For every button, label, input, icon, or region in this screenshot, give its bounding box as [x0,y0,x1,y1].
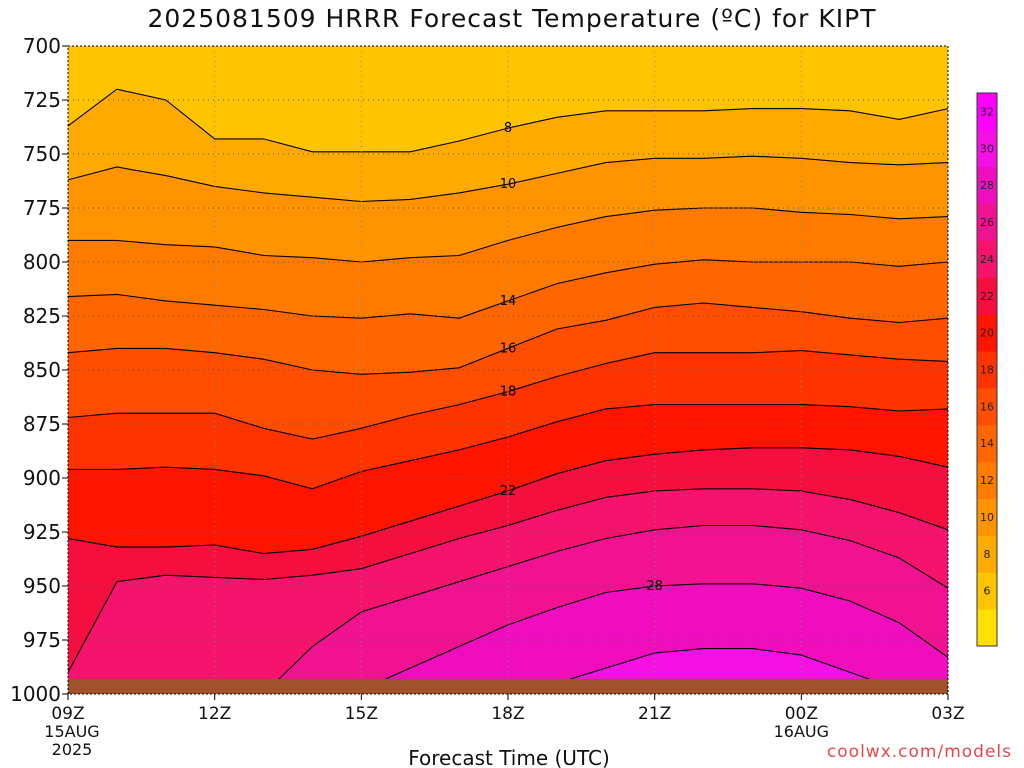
colorbar-label-8: 8 [984,548,991,561]
colorbar-label-24: 24 [980,253,994,266]
isotherm-8 [67,88,949,153]
y-tick-label-800: 800 [23,250,61,274]
colorbar-swatch-2 [977,535,997,573]
colorbar-label-12: 12 [980,474,994,487]
y-tick-label-750: 750 [23,142,61,166]
colorbar-swatch-13 [977,129,997,168]
x-axis-title: Forecast Time (UTC) [408,746,610,768]
y-tick-label-700: 700 [23,34,61,58]
colorbar-label-10: 10 [980,511,994,524]
x-sublabel-09Z-1: 2025 [52,740,93,759]
y-tick-label-725: 725 [23,88,61,112]
x-tick-label-03Z: 03Z [931,704,964,724]
x-tick-label-12Z: 12Z [198,704,231,724]
colorbar-label-26: 26 [980,216,994,229]
colorbar-swatch-11 [977,203,997,241]
isotherm-label-18: 18 [500,385,517,400]
y-tick-label-850: 850 [23,358,61,382]
colorbar-frame [976,92,998,647]
isotherm-label-10: 10 [500,177,517,192]
colorbar-label-18: 18 [980,364,994,377]
colorbar-label-22: 22 [980,290,994,303]
isotherm-label-8: 8 [504,121,512,136]
colorbar-swatch-1 [977,572,997,610]
y-tick-label-975: 975 [23,628,61,652]
ground-layer [68,678,948,694]
colorbar-label-16: 16 [980,400,994,413]
colorbar-label-6: 6 [984,585,991,598]
isotherm-label-16: 16 [500,341,517,356]
colorbar-swatch-0 [977,609,997,647]
colorbar: 6 8 10 12 14 16 18 20 22 24 26 28 30 32 [976,92,998,647]
isotherm-labels: 8 10 14 16 18 22 28 [500,121,663,594]
isotherm-label-14: 14 [500,294,517,309]
colorbar-label-30: 30 [980,142,994,155]
isotherm-label-22: 22 [500,484,517,499]
y-tick-label-900: 900 [23,466,61,490]
colorbar-label-28: 28 [980,179,994,192]
colorbar-swatch-10 [977,240,997,278]
x-sublabel-09Z-0: 15AUG [44,722,99,741]
colorbar-label-20: 20 [980,327,994,340]
ground-strip [68,678,948,694]
isotherm-label-28: 28 [646,579,663,594]
y-axis: 700 725 750 775 800 825 850 875 900 925 950 975 1000 [10,34,68,706]
isotherm-30 [507,648,900,695]
colorbar-label-32: 32 [980,105,994,118]
colorbar-swatch-14 [977,93,997,131]
x-tick-label-21Z: 21Z [638,704,671,724]
chart-title: 2025081509 HRRR Forecast Temperature (ºC… [147,4,877,33]
colorbar-swatch-7 [977,351,997,389]
colorbar-label-14: 14 [980,437,994,450]
colorbar-swatch-3 [977,498,997,536]
y-tick-label-775: 775 [23,196,61,220]
y-tick-label-1000: 1000 [10,682,61,706]
y-tick-label-950: 950 [23,574,61,598]
colorbar-swatch-6 [977,387,997,426]
y-tick-label-825: 825 [23,304,61,328]
grid-lines [68,46,948,694]
y-tick-label-875: 875 [23,412,61,436]
x-tick-label-00Z: 00Z [785,704,818,724]
colorbar-swatch-12 [977,166,997,205]
x-tick-label-18Z: 18Z [491,704,524,724]
colorbar-swatch-5 [977,424,997,463]
colorbar-swatch-9 [977,277,997,315]
isotherm-26 [263,524,949,695]
x-sublabel-00Z-0: 16AUG [774,722,829,741]
y-tick-label-925: 925 [23,520,61,544]
x-tick-label-15Z: 15Z [345,704,378,724]
x-tick-label-09Z: 09Z [51,704,84,724]
colorbar-swatch-8 [977,314,997,352]
colorbar-swatch-4 [977,461,997,500]
credit-text: coolwx.com/models [826,742,1012,762]
